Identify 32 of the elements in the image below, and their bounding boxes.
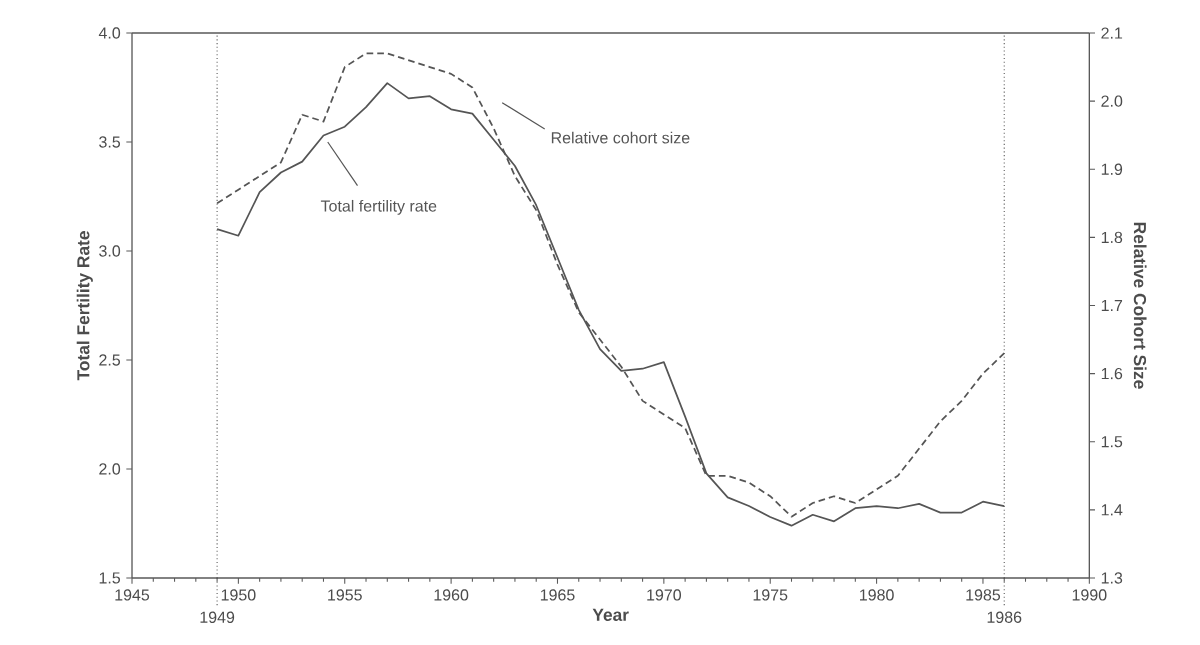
text: Total fertility rate xyxy=(320,199,437,215)
x-tick-label: 1980 xyxy=(860,589,894,601)
y2-axis-title: Relative Cohort Size xyxy=(1133,222,1147,389)
y2-tick-label: 1.7 xyxy=(1101,300,1123,311)
y2-tick-label: 1.4 xyxy=(1101,504,1123,516)
y2-tick-label: 1.9 xyxy=(1101,163,1123,175)
y-tick-label: 2.0 xyxy=(99,463,121,475)
x-tick-label: 1945 xyxy=(115,589,150,601)
y2-tick-label: 2.0 xyxy=(1101,95,1123,107)
x-tick-label: 1950 xyxy=(221,589,256,601)
ref-line-label: 1949 xyxy=(200,611,235,623)
y-tick-label: 2.5 xyxy=(99,354,121,366)
y-tick-label: 1.5 xyxy=(99,572,121,584)
y2-tick-label: 2.1 xyxy=(1101,27,1123,39)
y-tick-label: 4.0 xyxy=(98,27,121,39)
y2-tick-label: 1.8 xyxy=(1101,231,1123,244)
text: Relative cohort size xyxy=(551,131,690,144)
x-tick-label: 1985 xyxy=(966,589,1001,601)
x-tick-label: 1975 xyxy=(753,589,788,601)
x-tick-label: 1960 xyxy=(434,589,469,601)
x-tick-label: 1970 xyxy=(647,589,682,601)
y-axis-title: Total Fertility Rate xyxy=(76,231,93,381)
x-axis-title: Year xyxy=(592,608,629,621)
y2-tick-label: 1.6 xyxy=(1101,367,1123,380)
y-tick-label: 3.0 xyxy=(99,245,121,257)
y2-tick-label: 1.3 xyxy=(1101,572,1123,584)
x-tick-label: 1990 xyxy=(1072,589,1107,601)
ref-line-label: 1986 xyxy=(987,611,1022,623)
y2-tick-label: 1.5 xyxy=(1101,436,1123,448)
x-tick-label: 1955 xyxy=(328,589,362,601)
y-tick-label: 3.5 xyxy=(99,136,121,148)
x-tick-label: 1965 xyxy=(540,589,575,601)
